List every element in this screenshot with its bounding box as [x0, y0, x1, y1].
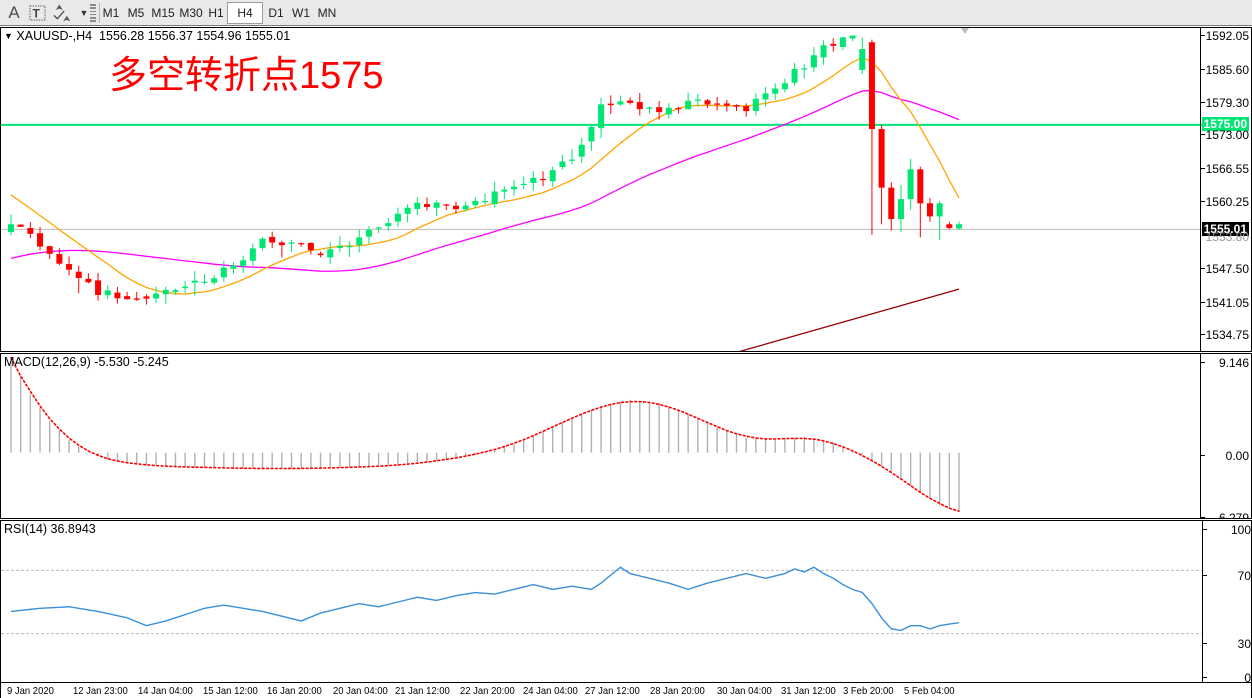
svg-text:T: T — [33, 7, 41, 21]
